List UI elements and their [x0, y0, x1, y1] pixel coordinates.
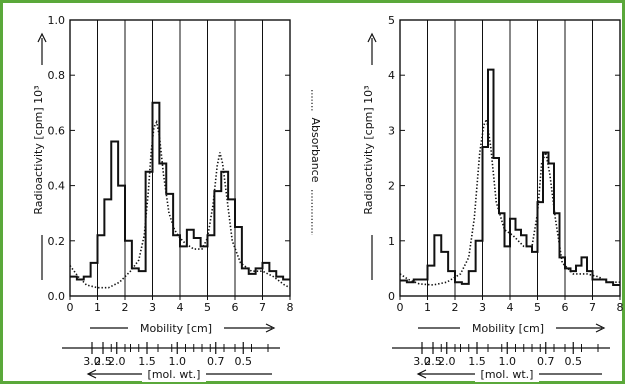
- right-x-tick-label: 6: [562, 301, 569, 314]
- right-mw-tick-label: 1.5: [468, 355, 486, 368]
- right-y-axis-label: Radioactivity [cpm] 10³: [362, 85, 375, 214]
- left-y-tick-label: 0.2: [48, 235, 66, 248]
- left-mw-label-bg: [142, 366, 206, 382]
- right-y-tick-label: 4: [388, 69, 395, 82]
- left-x-tick-label: 6: [232, 301, 239, 314]
- left-x-tick-label: 0: [67, 301, 74, 314]
- left-x-tick-label: 7: [259, 301, 266, 314]
- right-y-tick-label: 2: [388, 180, 395, 193]
- left-mw-tick-label: 0.5: [235, 355, 253, 368]
- left-x-tick-label: 1: [94, 301, 101, 314]
- right-x-tick-label: 7: [589, 301, 596, 314]
- right-series: [399, 68, 620, 286]
- right-y-tick-label: 5: [388, 14, 395, 27]
- right-x-tick-label: 1: [424, 301, 431, 314]
- left-mw-tick-label: 0.7: [207, 355, 225, 368]
- left-y-axis-label: Radioactivity [cpm] 10³: [32, 85, 45, 214]
- left-grid: [69, 19, 291, 300]
- right-mw-tick-label: 3.0: [413, 355, 431, 368]
- left-mobility-arrowhead: [265, 323, 276, 333]
- left-molecular-weight-axis: 3.02.52.0 1.5 1.0 0.7 0.5: [62, 342, 280, 368]
- right-mw-tick-label: 2.5: [424, 355, 442, 368]
- left-mw-tick-label: 1.0: [169, 355, 187, 368]
- left-x-tick-labels: 0 1 2 3 4 5 6 7 8: [67, 301, 294, 314]
- right-mw-label: [mol. wt.]: [481, 368, 534, 381]
- right-x-tick-label: 2: [452, 301, 459, 314]
- right-x-tick-label: 5: [534, 301, 541, 314]
- right-x-tick-label: 4: [507, 301, 514, 314]
- right-molecular-weight-axis: 3.02.52.0 1.5 1.0 0.7 0.5: [392, 342, 610, 368]
- left-mw-tick-label: 3.0: [83, 355, 101, 368]
- left-y-tick-label: 0.8: [48, 69, 66, 82]
- right-y-tick-label: 3: [388, 124, 395, 137]
- left-absorbance-label: Absorbance: [309, 117, 322, 182]
- right-mobility-arrowhead: [595, 323, 606, 333]
- left-mw-arrowhead: [86, 369, 97, 379]
- left-mw-label: [mol. wt.]: [148, 368, 201, 381]
- left-x-tick-label: 2: [122, 301, 129, 314]
- left-x-tick-label: 3: [149, 301, 156, 314]
- right-radioactivity-series: [400, 68, 620, 286]
- right-mw-tick-label: 0.5: [565, 355, 583, 368]
- right-mw-label-bg: [475, 366, 539, 382]
- left-mobility-label-bg: [128, 320, 224, 336]
- left-radioactivity-series: [70, 101, 290, 281]
- right-mobility-label-bg: [460, 320, 556, 336]
- right-y-tick-labels: 0 1 2 3 4 5: [388, 14, 395, 303]
- left-y-tick-label: 1.0: [48, 14, 66, 27]
- right-x-axis-label: Mobility [cm]: [472, 322, 544, 335]
- right-mw-arrowhead: [416, 369, 427, 379]
- right-y-tick-label: 1: [388, 235, 395, 248]
- left-y-tick-labels: 0.0 0.2 0.4 0.6 0.8 1.0: [48, 14, 66, 303]
- right-x-tick-label: 3: [479, 301, 486, 314]
- right-x-tick-labels: 0 1 2 3 4 5 6 7 8: [397, 301, 624, 314]
- left-x-tick-label: 8: [287, 301, 294, 314]
- right-mw-tick-label: 0.7: [537, 355, 555, 368]
- left-absorbance-series: [69, 119, 291, 289]
- left-mw-tick-label: 1.5: [138, 355, 156, 368]
- right-absorbance-series: [399, 116, 620, 286]
- left-y-tick-label: 0.0: [48, 290, 66, 303]
- right-chart: Radioactivity [cpm] 10³ 0 1 2 3 4 5 0 1 2 3 4 5 6 7 8…: [362, 14, 624, 382]
- left-y-tick-label: 0.4: [48, 180, 66, 193]
- right-y-tick-label: 0: [388, 290, 395, 303]
- left-x-tick-label: 5: [204, 301, 211, 314]
- left-y-axis-arrowhead: [37, 32, 47, 43]
- right-mw-tick-label: 2.0: [438, 355, 456, 368]
- left-chart: Radioactivity [cpm] 10³ Absorbance 0.00.…: [32, 14, 322, 382]
- left-x-axis-label: Mobility [cm]: [140, 322, 212, 335]
- left-mw-tick-label: 2.5: [94, 355, 112, 368]
- right-x-tick-label: 8: [617, 301, 624, 314]
- left-x-tick-label: 4: [177, 301, 184, 314]
- right-x-tick-label: 0: [397, 301, 404, 314]
- left-mw-tick-label: 2.0: [108, 355, 126, 368]
- left-y-tick-label: 0.6: [48, 124, 66, 137]
- right-y-axis-arrowhead: [367, 32, 377, 43]
- left-series: [69, 101, 291, 289]
- right-mw-tick-label: 1.0: [499, 355, 517, 368]
